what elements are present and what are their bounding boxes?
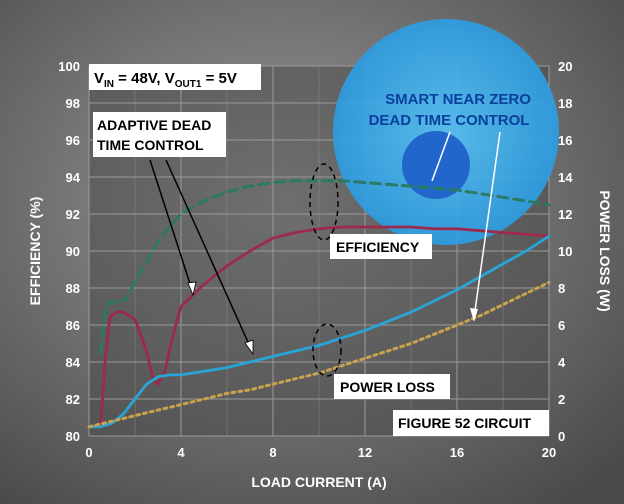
condition-box [89,64,261,90]
y-right-tick-label: 2 [558,392,565,407]
y-right-tick-label: 4 [558,355,566,370]
smart-arrow-2 [473,131,501,319]
y-left-tick-label: 84 [66,355,81,370]
adaptive-arrowhead-2 [244,339,254,356]
y-right-tick-label: 16 [558,133,572,148]
y-left-tick-label: 100 [58,59,80,74]
smart-label-line1: SMART NEAR ZERO [385,91,531,108]
smart-label-line2: DEAD TIME CONTROL [369,112,530,129]
x-tick-label: 16 [450,445,464,460]
efficiency-ellipse [309,163,339,241]
y-left-tick-label: 88 [66,281,80,296]
figure-label: FIGURE 52 CIRCUIT [398,415,531,431]
highlight-spot [402,131,470,199]
x-tick-label: 0 [85,445,92,460]
y-left-tick-label: 92 [66,207,80,222]
y-right-axis-label: POWER LOSS (W) [597,190,613,311]
y-right-tick-label: 20 [558,59,572,74]
y-right-tick-label: 18 [558,96,572,111]
power-loss-label-box [334,374,450,399]
x-axis-label: LOAD CURRENT (A) [251,474,386,490]
y-right-tick-label: 6 [558,318,565,333]
y-left-tick-label: 94 [66,170,81,185]
x-tick-label: 12 [358,445,372,460]
y-left-tick-label: 80 [66,429,80,444]
left-axis-ticks: 80 82 84 86 88 90 92 94 96 98 100 [58,59,80,444]
adaptive-label-box [93,112,226,157]
x-tick-label: 4 [177,445,185,460]
y-right-tick-label: 14 [558,170,573,185]
adaptive-label-line1: ADAPTIVE DEAD [97,117,211,133]
series-layer [87,179,551,429]
smart-arrowhead-2 [470,308,478,322]
y-right-tick-label: 10 [558,244,572,259]
y-left-tick-label: 96 [66,133,80,148]
y-left-tick-label: 98 [66,96,80,111]
efficiency-label-box [330,234,432,259]
power-loss-label: POWER LOSS [340,379,435,395]
series-line-1 [99,225,551,429]
series-line-3 [87,280,551,429]
figure-label-box [393,410,549,436]
y-right-tick-label: 12 [558,207,572,222]
x-axis-ticks: 0 4 8 12 16 20 [85,445,556,460]
y-left-tick-label: 86 [66,318,80,333]
x-tick-label: 20 [542,445,556,460]
y-left-axis-label: EFFICIENCY (%) [27,197,43,306]
series-line-0 [99,179,551,355]
adaptive-label-line2: TIME CONTROL [97,137,204,153]
highlight-circle [333,19,559,245]
adaptive-arrowhead-1 [187,281,197,297]
y-right-tick-label: 0 [558,429,565,444]
smart-arrow-1 [431,131,451,182]
adaptive-arrow-1 [149,159,194,294]
y-left-tick-label: 82 [66,392,80,407]
power-loss-ellipse [312,323,342,377]
adaptive-arrow-2 [165,159,253,352]
x-tick-label: 8 [269,445,276,460]
efficiency-label: EFFICIENCY [336,239,420,255]
series-line-2 [87,234,551,429]
y-left-tick-label: 90 [66,244,80,259]
condition-label: VIN = 48V, VOUT1 = 5V [94,70,237,90]
y-right-tick-label: 8 [558,281,565,296]
right-axis-ticks: 0 2 4 6 8 10 12 14 16 18 20 [558,59,573,444]
